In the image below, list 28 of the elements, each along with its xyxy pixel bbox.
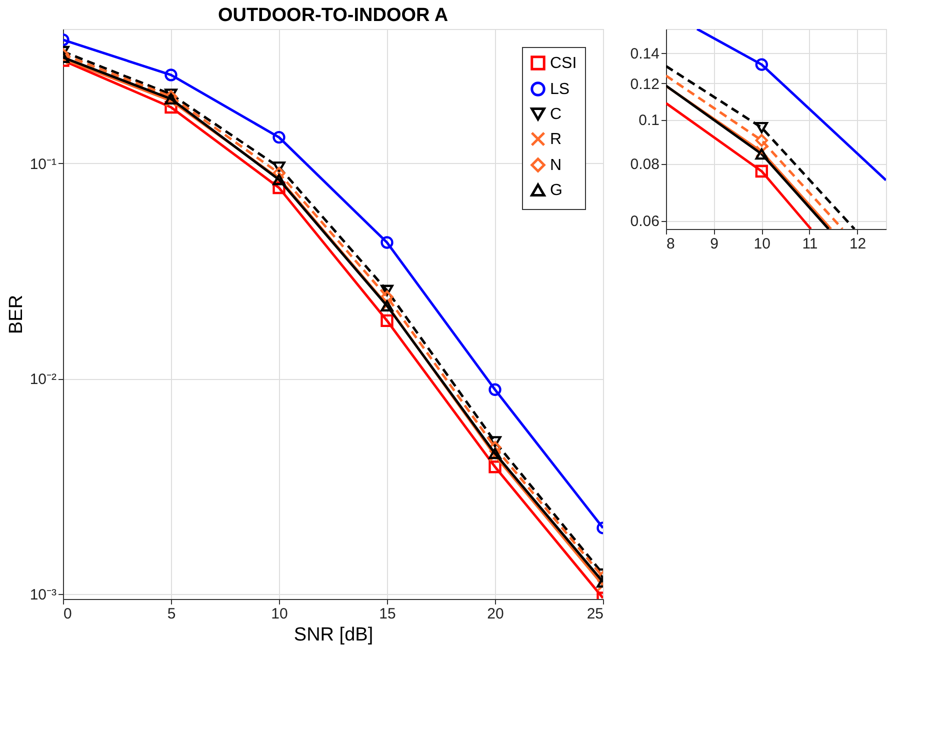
x-tick-label: 25 [586,606,604,622]
legend-label: G [550,182,562,199]
y-axis-title: BER [6,294,27,334]
x-tick-label: 10 [271,606,288,622]
legend-label: CSI [550,55,577,72]
legend-label: R [550,131,562,148]
legend-label: N [550,157,562,174]
y-tick-label: 10⁻³ [30,586,56,604]
y-tick-label: 10⁻¹ [30,156,56,173]
x-tick-label: 9 [710,236,718,252]
y-tick-label: 0.08 [630,156,660,174]
y-tick-label: 10⁻² [30,371,56,388]
x-axis-title: SNR [dB] [294,624,374,646]
x-tick-label: 15 [379,606,396,622]
legend-label: LS [550,81,570,98]
x-tick-label: 0 [64,606,72,622]
x-tick-label: 12 [849,236,866,252]
x-tick-label: 5 [167,606,176,622]
x-tick-label: 8 [666,236,675,252]
y-tick-label: 0.06 [630,213,660,230]
x-tick-label: 11 [802,236,818,252]
y-tick-label: 0.14 [630,45,660,62]
x-tick-label: 10 [754,236,770,252]
chart-title: OUTDOOR-TO-INDOOR A [218,5,448,26]
y-tick-label: 0.12 [630,76,660,93]
y-tick-label: 0.1 [638,112,660,130]
x-tick-label: 20 [487,606,504,622]
legend-label: C [550,106,562,123]
